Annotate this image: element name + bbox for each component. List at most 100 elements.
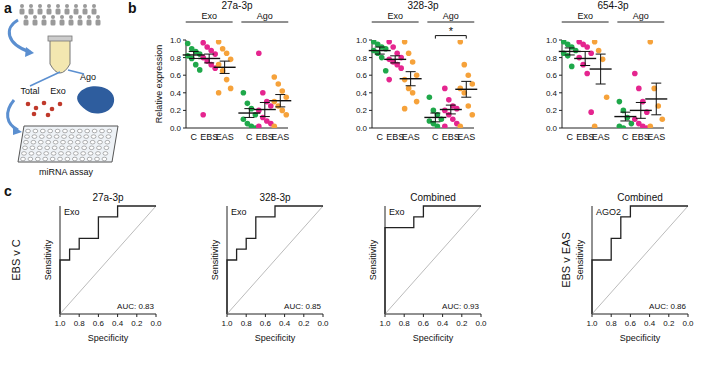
data-point xyxy=(588,109,594,115)
person-icon xyxy=(92,4,96,8)
data-point xyxy=(256,123,262,128)
person-icon xyxy=(51,20,56,26)
x-tick-label: 0.8 xyxy=(399,319,411,328)
plate-well xyxy=(74,146,79,150)
plate-well xyxy=(72,157,77,161)
data-point xyxy=(283,94,289,100)
x-tick-label: 0.6 xyxy=(260,319,272,328)
roc-plot: Combined1.00.80.60.40.20.0SpecificitySen… xyxy=(575,192,694,343)
y-tick xyxy=(183,92,186,93)
data-point xyxy=(604,94,610,100)
plate-well xyxy=(92,129,97,133)
plate-well xyxy=(62,135,67,139)
error-bar xyxy=(375,47,385,54)
plate-well xyxy=(81,152,86,156)
exosome-dot xyxy=(34,106,39,111)
data-point xyxy=(465,103,471,109)
error-bar xyxy=(461,81,471,97)
data-point xyxy=(271,123,277,128)
person-icon xyxy=(42,15,46,19)
plate-well xyxy=(80,157,85,161)
y-tick-label: 0.2 xyxy=(170,106,182,115)
data-point xyxy=(465,72,471,78)
chart-title: 328-3p xyxy=(259,192,291,203)
plate-well xyxy=(60,146,65,150)
data-point xyxy=(406,86,412,92)
y-tick xyxy=(559,110,562,111)
data-point xyxy=(576,55,582,61)
plate-well xyxy=(106,135,111,139)
y-tick-label: 1.0 xyxy=(546,36,558,45)
y-axis-label: Sensitivity xyxy=(368,239,378,280)
data-point xyxy=(241,90,247,96)
plate-well xyxy=(53,140,58,144)
reference-diagonal xyxy=(60,206,156,314)
x-axis-label: Specificity xyxy=(88,333,129,343)
data-point xyxy=(279,88,285,94)
y-axis xyxy=(186,40,187,128)
roc-plot: 27a-3p1.00.80.60.40.20.0SpecificitySensi… xyxy=(43,192,162,343)
data-point xyxy=(457,40,463,45)
x-tick-label: EAS xyxy=(216,132,234,142)
x-axis-label: Specificity xyxy=(255,333,296,343)
plate-well xyxy=(75,140,80,144)
x-tick-label: 1.0 xyxy=(586,319,598,328)
plate-well xyxy=(47,135,52,139)
person-icon xyxy=(78,20,83,26)
y-tick xyxy=(369,75,372,76)
data-point xyxy=(224,77,230,83)
error-bar xyxy=(446,105,456,114)
y-axis-label: Sensitivity xyxy=(210,239,220,280)
plate-well xyxy=(97,146,102,150)
x-tick xyxy=(461,314,462,317)
x-tick-label: EAS xyxy=(592,132,610,142)
y-axis xyxy=(372,40,373,128)
data-point xyxy=(442,108,448,114)
plate-well xyxy=(66,152,71,156)
person-icon xyxy=(20,4,24,8)
plate-well xyxy=(104,146,109,150)
data-point xyxy=(386,77,392,83)
exosome-dot xyxy=(58,102,63,107)
error-bar xyxy=(244,109,254,118)
y-tick-label: 0.8 xyxy=(170,54,182,63)
roc-curve xyxy=(592,206,688,314)
plate-well xyxy=(91,135,96,139)
exosome-dot xyxy=(46,113,51,118)
plate-well xyxy=(70,129,75,133)
person-icon xyxy=(29,4,33,8)
data-point xyxy=(228,86,234,92)
x-tick xyxy=(265,314,266,317)
data-point xyxy=(621,125,627,128)
x-tick xyxy=(688,314,689,317)
x-tick-label: C xyxy=(190,132,197,142)
data-point xyxy=(275,81,281,87)
marks xyxy=(385,206,481,314)
x-tick-label: 0.2 xyxy=(456,319,468,328)
chart-title: 328-3p xyxy=(407,0,439,11)
person-icon xyxy=(69,15,73,19)
x-tick-label: 0.4 xyxy=(279,319,291,328)
plate-well xyxy=(51,152,56,156)
data-point xyxy=(271,74,277,80)
data-point xyxy=(469,112,475,118)
figure: abcTotalExoAgomiRNA assay27a-3p0.00.20.4… xyxy=(0,0,710,369)
plate-well xyxy=(21,157,26,161)
person-icon xyxy=(60,15,64,19)
x-tick-label: C xyxy=(246,132,253,142)
plate-well xyxy=(83,140,88,144)
data-point xyxy=(200,112,206,118)
chart-title: 654-3p xyxy=(597,0,629,11)
x-tick xyxy=(303,314,304,317)
plate-well xyxy=(107,129,112,133)
x-tick xyxy=(246,314,247,317)
schematic-label: miRNA assay xyxy=(39,167,94,177)
person-icon xyxy=(47,9,52,15)
x-tick xyxy=(404,314,405,317)
plate-well xyxy=(37,146,42,150)
exosome-dot xyxy=(50,107,55,112)
data-point xyxy=(402,40,408,45)
y-tick-label: 0.4 xyxy=(356,89,368,98)
plate-well xyxy=(33,129,38,133)
person-icon xyxy=(56,9,61,15)
